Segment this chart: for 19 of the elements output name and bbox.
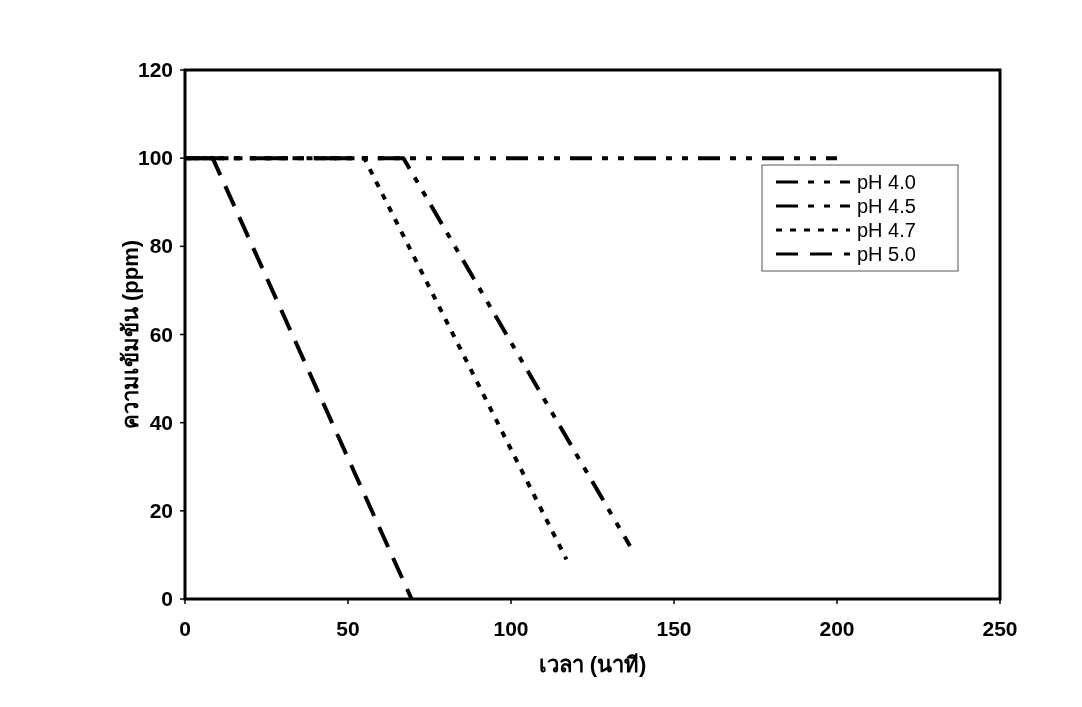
- y-tick-label: 100: [137, 146, 173, 170]
- x-tick-label: 200: [819, 617, 855, 640]
- legend-label: pH 5.0: [857, 243, 916, 265]
- y-tick-label: 0: [161, 587, 173, 610]
- y-tick-label: 120: [137, 58, 173, 81]
- y-tick-label: 20: [149, 498, 173, 522]
- y-tick-label: 60: [149, 322, 173, 346]
- legend-label: pH 4.5: [857, 195, 916, 217]
- x-axis-title: เวลา (นาที): [538, 652, 647, 677]
- y-axis-title: ความเข้มข้น (ppm): [118, 239, 143, 430]
- legend-label: pH 4.0: [857, 171, 916, 193]
- legend-label: pH 4.7: [857, 219, 916, 241]
- x-tick-label: 150: [656, 617, 692, 640]
- x-tick-label: 250: [982, 617, 1018, 640]
- x-tick-label: 100: [493, 617, 529, 640]
- y-tick-label: 40: [149, 410, 173, 434]
- y-tick-label: 80: [149, 234, 173, 258]
- x-tick-label: 50: [336, 617, 360, 640]
- x-tick-label: 0: [179, 617, 191, 640]
